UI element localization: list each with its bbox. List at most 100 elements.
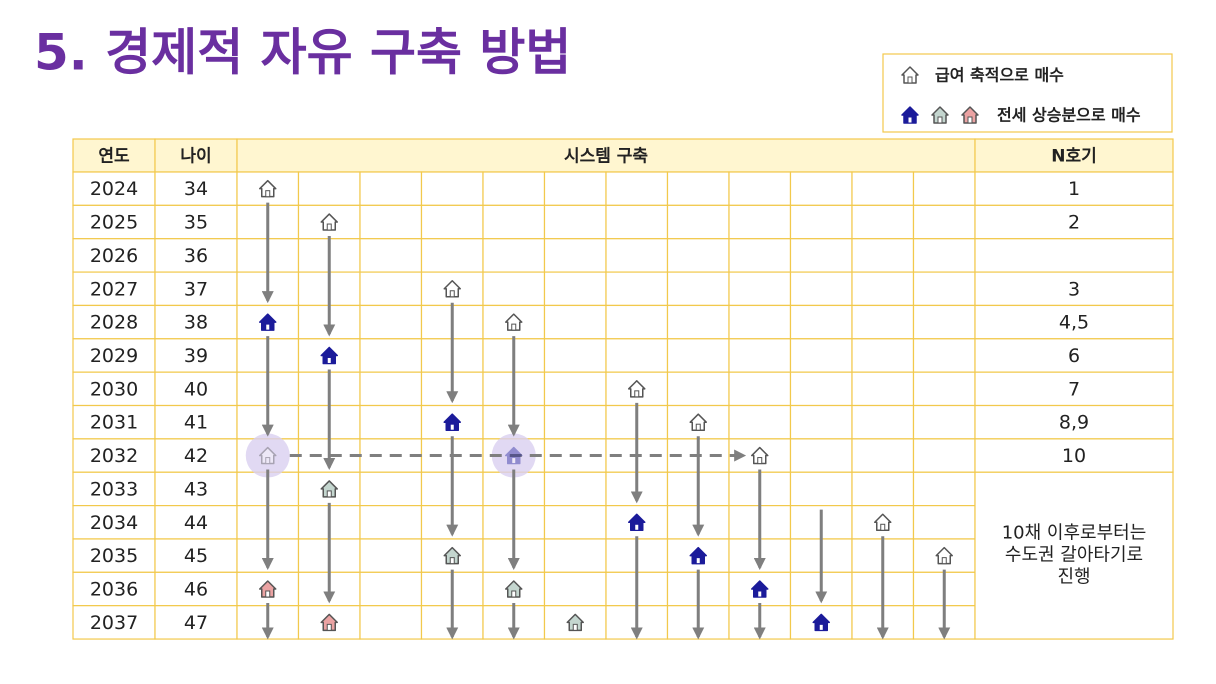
age: 42 [184, 445, 208, 467]
house-door [880, 523, 886, 531]
cell [851, 404, 915, 440]
header-text: 나이 [180, 147, 211, 167]
legend-label: 전세 상승분으로 매수 [997, 106, 1141, 125]
cell [912, 271, 976, 307]
year: 2030 [90, 378, 138, 400]
header-text: N호기 [1051, 147, 1097, 167]
age: 37 [184, 278, 208, 300]
cell [359, 505, 423, 540]
cell [728, 338, 792, 373]
cell [154, 605, 238, 640]
house-icon [320, 213, 338, 231]
cell [72, 471, 156, 507]
year: 2037 [90, 612, 138, 634]
cell [851, 438, 915, 473]
cell [728, 371, 792, 407]
house-door [941, 557, 947, 565]
cell [605, 271, 669, 307]
age: 39 [184, 345, 208, 367]
cell [543, 271, 607, 307]
cell [912, 304, 976, 340]
cell [851, 171, 915, 206]
cell [912, 338, 976, 373]
house-icon [505, 580, 523, 598]
title: 5. 경제적 자유 구축 방법 [34, 24, 571, 82]
house-icon [689, 546, 707, 565]
cell [728, 304, 792, 340]
house-door [907, 116, 913, 124]
house-door [818, 623, 824, 631]
house-body [320, 213, 338, 231]
cell [974, 238, 1174, 273]
house-door [265, 590, 271, 598]
house-body [259, 179, 277, 198]
cell [851, 338, 915, 373]
cell [789, 371, 853, 407]
age: 44 [184, 512, 208, 534]
house-body [628, 513, 646, 532]
note-text: 진행 [1057, 567, 1090, 588]
house-body [505, 313, 523, 331]
cell [359, 538, 423, 573]
year: 2024 [90, 178, 138, 200]
house-icon [874, 513, 892, 532]
cell [359, 238, 423, 273]
house-door [967, 116, 973, 124]
cell [974, 204, 1174, 240]
cell [666, 271, 730, 307]
house-icon [935, 546, 953, 565]
cell [72, 238, 156, 273]
cell [789, 204, 853, 240]
house-icon [931, 106, 949, 124]
note-text: 수도권 갈아타기로 [1005, 545, 1143, 566]
house-icon [901, 66, 919, 84]
cell [482, 271, 546, 307]
year: 2027 [90, 278, 138, 300]
cell [974, 371, 1174, 407]
cell [72, 371, 156, 407]
year: 2026 [90, 245, 138, 267]
cell [666, 204, 730, 240]
cell [359, 571, 423, 607]
n-value: 6 [1068, 345, 1080, 367]
diagram [245, 179, 953, 640]
house-body [874, 513, 892, 532]
cell [154, 171, 238, 206]
house-door [326, 223, 332, 231]
house-body [443, 413, 461, 431]
house-icon [751, 580, 769, 598]
house-icon [259, 580, 277, 598]
cell [72, 438, 156, 473]
year: 2032 [90, 445, 138, 467]
cell [912, 404, 976, 440]
house-body [320, 346, 338, 365]
house-body [901, 66, 919, 84]
cell [154, 371, 238, 407]
header-text: 시스템 구축 [564, 147, 648, 167]
house-body [901, 106, 919, 124]
cell [974, 438, 1174, 473]
cell [543, 204, 607, 240]
cell [359, 304, 423, 340]
cell [789, 271, 853, 307]
cell [154, 538, 238, 573]
cell [543, 304, 607, 340]
cell [297, 171, 361, 206]
cell [666, 238, 730, 273]
house-door [265, 457, 271, 465]
cell [72, 304, 156, 340]
cell [154, 238, 238, 273]
age: 46 [184, 579, 208, 601]
house-door [511, 323, 517, 331]
year: 2036 [90, 579, 138, 601]
cell [359, 338, 423, 373]
cell [482, 238, 546, 273]
house-body [751, 580, 769, 598]
n-value: 2 [1068, 212, 1080, 234]
cell [359, 271, 423, 307]
cell [154, 438, 238, 473]
house-icon [901, 106, 919, 124]
house-body [259, 313, 277, 331]
